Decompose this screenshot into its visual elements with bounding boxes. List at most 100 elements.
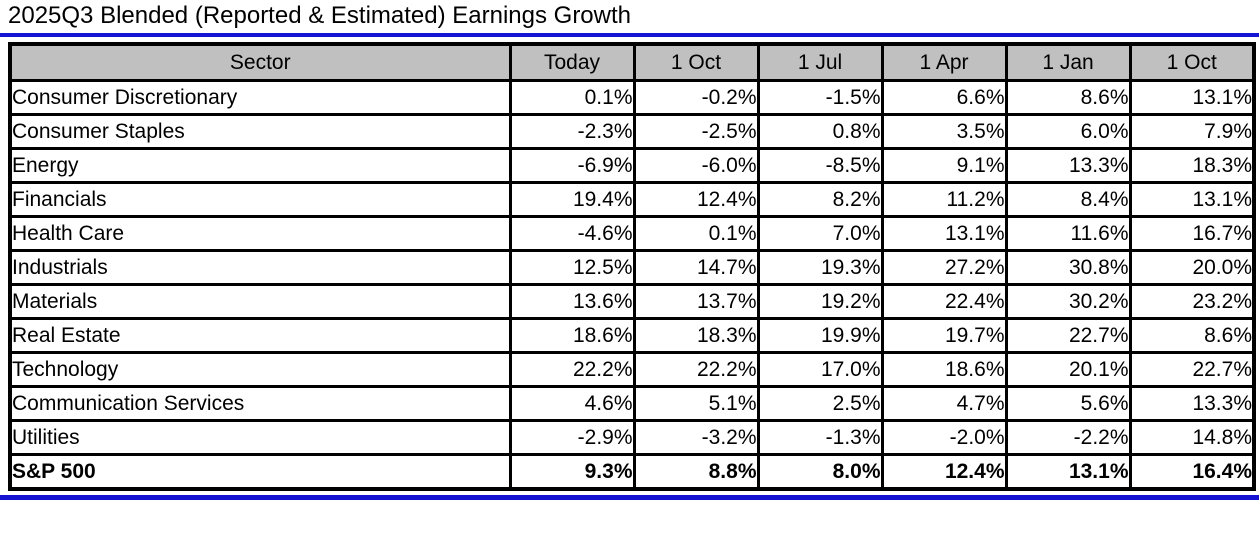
value-cell: 8.4%: [1004, 181, 1132, 218]
value-cell: -6.9%: [508, 147, 636, 184]
value-cell: -6.0%: [632, 147, 760, 184]
value-cell: 9.1%: [880, 147, 1008, 184]
value-cell: 13.1%: [880, 215, 1008, 252]
value-cell: 7.9%: [1128, 113, 1256, 150]
value-cell: -3.2%: [632, 419, 760, 456]
value-cell: 14.8%: [1128, 419, 1256, 456]
value-cell: 13.1%: [1004, 453, 1132, 491]
table-row: Consumer Discretionary 0.1% -0.2% -1.5% 6.6%…: [8, 79, 1256, 116]
value-cell: -8.5%: [756, 147, 884, 184]
sector-name-cell: Materials: [8, 283, 512, 320]
column-header-1-oct: 1 Oct: [632, 42, 760, 82]
value-cell: 11.6%: [1004, 215, 1132, 252]
value-cell: -1.3%: [756, 419, 884, 456]
value-cell: -2.0%: [880, 419, 1008, 456]
value-cell: 8.2%: [756, 181, 884, 218]
table-body: Consumer Discretionary 0.1% -0.2% -1.5% 6.6%…: [8, 79, 1256, 491]
value-cell: 19.2%: [756, 283, 884, 320]
value-cell: 8.6%: [1128, 317, 1256, 354]
value-cell: -2.3%: [508, 113, 636, 150]
column-header-sector: Sector: [8, 42, 512, 82]
sector-name-cell: S&P 500: [8, 453, 512, 491]
earnings-growth-table: Sector Today 1 Oct 1 Jul 1 Apr 1 Jan 1 Oct Con…: [8, 42, 1256, 491]
table-row: Consumer Staples -2.3% -2.5% 0.8% 3.5% 6.0% 7.…: [8, 113, 1256, 150]
value-cell: 20.0%: [1128, 249, 1256, 286]
value-cell: 6.0%: [1004, 113, 1132, 150]
value-cell: 23.2%: [1128, 283, 1256, 320]
value-cell: 11.2%: [880, 181, 1008, 218]
value-cell: 22.2%: [632, 351, 760, 388]
sector-name-cell: Health Care: [8, 215, 512, 252]
value-cell: 0.8%: [756, 113, 884, 150]
value-cell: 0.1%: [508, 79, 636, 116]
value-cell: 4.6%: [508, 385, 636, 422]
column-header-1-jul: 1 Jul: [756, 42, 884, 82]
sector-name-cell: Consumer Discretionary: [8, 79, 512, 116]
value-cell: 18.3%: [1128, 147, 1256, 184]
value-cell: 19.4%: [508, 181, 636, 218]
value-cell: 27.2%: [880, 249, 1008, 286]
table-row: Technology 22.2% 22.2% 17.0% 18.6% 20.1% 22.7%: [8, 351, 1256, 388]
value-cell: 13.1%: [1128, 181, 1256, 218]
value-cell: 5.1%: [632, 385, 760, 422]
value-cell: 5.6%: [1004, 385, 1132, 422]
value-cell: 22.4%: [880, 283, 1008, 320]
value-cell: 6.6%: [880, 79, 1008, 116]
value-cell: 12.4%: [880, 453, 1008, 491]
column-header-1-apr: 1 Apr: [880, 42, 1008, 82]
value-cell: 0.1%: [632, 215, 760, 252]
sector-name-cell: Financials: [8, 181, 512, 218]
table-row: Industrials 12.5% 14.7% 19.3% 27.2% 30.8% 20.0…: [8, 249, 1256, 286]
value-cell: 22.7%: [1128, 351, 1256, 388]
value-cell: 30.2%: [1004, 283, 1132, 320]
value-cell: 13.7%: [632, 283, 760, 320]
sector-name-cell: Utilities: [8, 419, 512, 456]
value-cell: 13.1%: [1128, 79, 1256, 116]
value-cell: 8.8%: [632, 453, 760, 491]
table-row: Utilities -2.9% -3.2% -1.3% -2.0% -2.2% 14.8%: [8, 419, 1256, 456]
value-cell: 8.0%: [756, 453, 884, 491]
value-cell: 13.6%: [508, 283, 636, 320]
value-cell: 20.1%: [1004, 351, 1132, 388]
value-cell: 16.7%: [1128, 215, 1256, 252]
table-row: S&P 500 9.3% 8.8% 8.0% 12.4% 13.1% 16.4%: [8, 453, 1256, 491]
value-cell: 19.7%: [880, 317, 1008, 354]
value-cell: -0.2%: [632, 79, 760, 116]
value-cell: -2.9%: [508, 419, 636, 456]
title-underline-rule: [0, 33, 1259, 37]
value-cell: 22.7%: [1004, 317, 1132, 354]
value-cell: 3.5%: [880, 113, 1008, 150]
value-cell: 19.3%: [756, 249, 884, 286]
sector-name-cell: Industrials: [8, 249, 512, 286]
value-cell: 4.7%: [880, 385, 1008, 422]
table-row: Health Care -4.6% 0.1% 7.0% 13.1% 11.6% 16.7%: [8, 215, 1256, 252]
column-header-1-oct: 1 Oct: [1128, 42, 1256, 82]
value-cell: 19.9%: [756, 317, 884, 354]
value-cell: 13.3%: [1128, 385, 1256, 422]
table-row: Financials 19.4% 12.4% 8.2% 11.2% 8.4% 13.1%: [8, 181, 1256, 218]
value-cell: 7.0%: [756, 215, 884, 252]
bottom-rule: [0, 495, 1259, 500]
value-cell: -2.5%: [632, 113, 760, 150]
page-title: 2025Q3 Blended (Reported & Estimated) Ea…: [8, 2, 632, 29]
value-cell: 14.7%: [632, 249, 760, 286]
value-cell: 17.0%: [756, 351, 884, 388]
value-cell: 12.4%: [632, 181, 760, 218]
column-header-today: Today: [508, 42, 636, 82]
value-cell: -2.2%: [1004, 419, 1132, 456]
value-cell: 18.6%: [880, 351, 1008, 388]
value-cell: -1.5%: [756, 79, 884, 116]
column-header-1-jan: 1 Jan: [1004, 42, 1132, 82]
sector-name-cell: Technology: [8, 351, 512, 388]
sector-name-cell: Communication Services: [8, 385, 512, 422]
value-cell: 8.6%: [1004, 79, 1132, 116]
value-cell: 22.2%: [508, 351, 636, 388]
table-header-row: Sector Today 1 Oct 1 Jul 1 Apr 1 Jan 1 Oct: [8, 42, 1256, 82]
value-cell: 12.5%: [508, 249, 636, 286]
table-row: Energy -6.9% -6.0% -8.5% 9.1% 13.3% 18.3%: [8, 147, 1256, 184]
value-cell: 30.8%: [1004, 249, 1132, 286]
value-cell: 18.3%: [632, 317, 760, 354]
table-row: Real Estate 18.6% 18.3% 19.9% 19.7% 22.7% 8.6%: [8, 317, 1256, 354]
table-row: Materials 13.6% 13.7% 19.2% 22.4% 30.2% 23.2%: [8, 283, 1256, 320]
